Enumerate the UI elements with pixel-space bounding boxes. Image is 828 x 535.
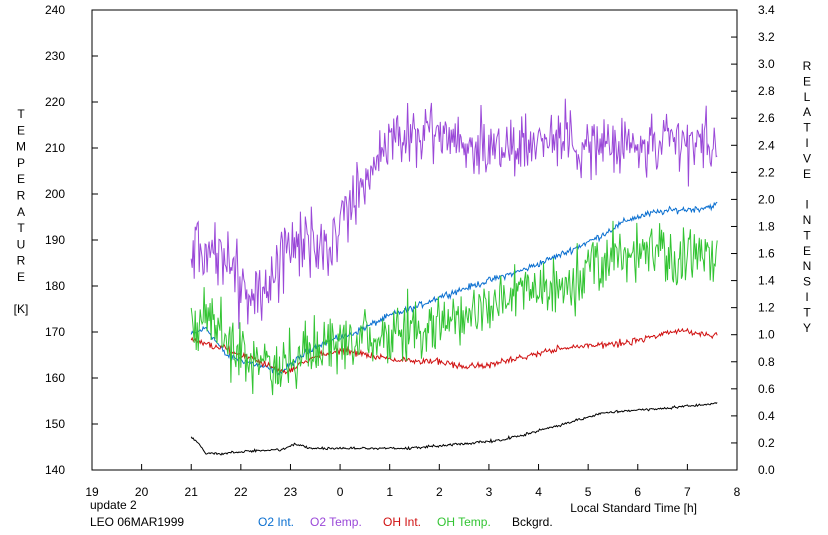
y-left-label-letter: M [16,140,26,154]
legend-item: O2 Int. [258,515,294,529]
legend-item: OH Int. [383,515,421,529]
x-tick-label: 21 [185,485,199,499]
y-left-label-letter: T [17,107,25,121]
y-right-label-letter: T [803,121,811,135]
y-right-tick-label: 2.2 [758,165,775,179]
y-left-tick-label: 170 [45,325,65,339]
y-right-tick-label: 0.4 [758,409,775,423]
x-axis-label: Local Standard Time [h] [570,501,697,515]
x-tick-label: 4 [535,485,542,499]
x-tick-label: 1 [386,485,393,499]
y-left-label-letter: E [17,172,25,186]
y-right-tick-label: 1.8 [758,219,775,233]
x-tick-label: 7 [684,485,691,499]
y-axis-left-unit: [K] [14,302,29,316]
y-right-tick-label: 2.0 [758,192,775,206]
y-right-tick-label: 3.0 [758,57,775,71]
y-right-label-letter: I [805,136,808,150]
y-right-tick-label: 2.6 [758,111,775,125]
update-annotation: update 2 [90,498,137,512]
y-right-tick-label: 0.8 [758,355,775,369]
legend-item: OH Temp. [437,515,491,529]
axis-tick-labels: 19 20 21 22 23 0 1 2 3 4 5 6 7 8140150160170180190200… [45,3,775,499]
x-tick-label: 0 [337,485,344,499]
y-left-label-letter: P [17,156,25,170]
y-right-tick-label: 1.2 [758,301,775,315]
y-right-label-letter: L [804,90,811,104]
legend-item: O2 Temp. [310,515,362,529]
y-left-tick-label: 140 [45,463,65,477]
x-tick-label: 20 [135,485,149,499]
y-right-label-letter: I [805,290,808,304]
y-right-label-letter: V [803,151,811,165]
y-left-tick-label: 210 [45,141,65,155]
y-right-label-letter: N [803,259,812,273]
y-left-label-letter: A [17,205,25,219]
y-right-label-letter: A [803,105,811,119]
y-right-tick-label: 1.6 [758,247,775,261]
x-tick-label: 22 [234,485,248,499]
y-left-tick-label: 200 [45,187,65,201]
y-left-label-letter: T [17,221,25,235]
y-right-tick-label: 0.6 [758,382,775,396]
series-line [190,220,718,396]
y-right-tick-label: 1.4 [758,274,775,288]
y-right-tick-label: 2.8 [758,84,775,98]
y-right-tick-label: 0.0 [758,463,775,477]
y-left-tick-label: 160 [45,371,65,385]
y-right-label-letter: N [803,213,812,227]
y-right-label-letter: S [803,275,811,289]
y-left-tick-label: 190 [45,233,65,247]
legend-item: Bckgrd. [512,515,553,529]
series-line [190,98,718,329]
y-left-label-letter: R [17,254,26,268]
x-tick-label: 8 [734,485,741,499]
x-tick-label: 5 [585,485,592,499]
y-left-label-letter: E [17,270,25,284]
y-right-tick-label: 3.2 [758,30,775,44]
y-left-tick-label: 230 [45,49,65,63]
y-left-label-letter: E [17,123,25,137]
y-left-label-letter: U [17,237,26,251]
y-right-label-letter: T [803,305,811,319]
x-tick-label: 19 [85,485,99,499]
series-line [190,402,718,456]
station-annotation: LEO 06MAR1999 [90,515,184,529]
x-tick-label: 3 [486,485,493,499]
x-tick-label: 6 [634,485,641,499]
y-right-tick-label: 1.0 [758,328,775,342]
y-right-label-letter: Y [803,321,811,335]
series-lines [190,98,718,456]
axis-ticks [91,9,738,471]
x-tick-label: 23 [284,485,298,499]
y-right-label-letter: E [803,244,811,258]
y-left-tick-label: 150 [45,417,65,431]
y-right-tick-label: 3.4 [758,3,775,17]
y-right-label-letter: T [803,228,811,242]
y-right-label-letter: I [805,198,808,212]
x-tick-label: 2 [436,485,443,499]
y-right-tick-label: 0.2 [758,436,775,450]
y-right-tick-label: 2.4 [758,138,775,152]
y-right-label-letter: E [803,167,811,181]
y-right-label-letter: R [803,59,812,73]
y-left-tick-label: 240 [45,3,65,17]
y-left-tick-label: 180 [45,279,65,293]
y-left-tick-label: 220 [45,95,65,109]
legend: O2 Int. O2 Temp. OH Int. OH Temp. Bckgrd. [258,515,553,529]
y-left-label-letter: R [17,189,26,203]
y-right-label-letter: E [803,74,811,88]
